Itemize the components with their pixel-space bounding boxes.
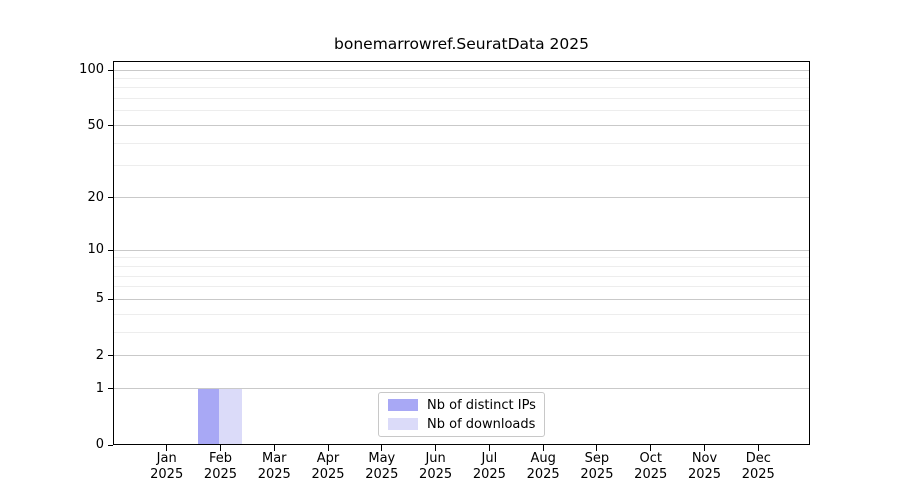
- gridline-major: [113, 69, 810, 71]
- gridline-major: [113, 298, 810, 300]
- x-tick-label: Feb 2025: [203, 451, 238, 482]
- legend-item-downloads: Nb of downloads: [388, 417, 535, 432]
- x-tick-mark: [488, 445, 490, 451]
- bar-nb-of-distinct-ips: [197, 388, 220, 445]
- gridline-major: [113, 125, 810, 127]
- y-tick-mark: [108, 197, 113, 199]
- y-tick-label: 0: [95, 437, 104, 452]
- y-tick-label: 10: [87, 242, 104, 258]
- x-tick-mark: [650, 445, 652, 451]
- gridline-minor: [113, 265, 810, 267]
- x-tick-mark: [219, 445, 221, 451]
- x-tick-mark: [704, 445, 705, 451]
- gridline-minor: [113, 98, 810, 100]
- x-tick-mark: [542, 445, 544, 451]
- x-tick-label: Jun 2025: [419, 451, 453, 482]
- legend-swatch-distinct-ips: [388, 399, 418, 411]
- x-tick-label: Mar 2025: [257, 451, 291, 482]
- x-tick-label: Apr 2025: [311, 451, 345, 482]
- y-tick-label: 5: [95, 291, 104, 307]
- legend-label-downloads: Nb of downloads: [427, 416, 536, 432]
- gridline-minor: [113, 286, 810, 288]
- y-tick-mark: [108, 298, 113, 300]
- x-tick-label: Oct 2025: [634, 451, 668, 482]
- x-tick-label: Aug 2025: [526, 451, 560, 482]
- gridline-major: [113, 249, 810, 251]
- x-tick-mark: [596, 445, 598, 451]
- y-tick-label: 1: [95, 380, 104, 396]
- x-tick-label: Sep 2025: [580, 451, 614, 482]
- y-tick-label: 100: [79, 62, 104, 77]
- gridline-minor: [113, 110, 810, 112]
- y-tick-label: 2: [95, 347, 104, 363]
- gridline-major: [113, 388, 810, 390]
- y-tick-mark: [108, 444, 113, 446]
- x-tick-label: Jan 2025: [150, 451, 184, 482]
- legend: Nb of distinct IPs Nb of downloads: [378, 392, 545, 437]
- gridline-minor: [113, 275, 810, 277]
- chart-title: bonemarrowref.SeuratData 2025: [334, 35, 589, 53]
- x-tick-mark: [757, 445, 759, 451]
- y-tick-mark: [108, 125, 113, 127]
- x-tick-mark: [273, 445, 275, 451]
- y-tick-label: 50: [87, 117, 104, 133]
- y-tick-label: 20: [87, 189, 104, 205]
- legend-swatch-downloads: [388, 418, 418, 430]
- gridline-minor: [113, 313, 810, 315]
- x-tick-label: May 2025: [365, 451, 399, 482]
- y-tick-mark: [108, 388, 113, 390]
- y-tick-mark: [108, 69, 113, 71]
- x-tick-mark: [166, 445, 168, 451]
- legend-item-distinct-ips: Nb of distinct IPs: [388, 397, 536, 413]
- x-tick-label: Dec 2025: [741, 451, 775, 482]
- gridline-minor: [113, 165, 810, 167]
- x-tick-mark: [435, 445, 437, 451]
- legend-label-distinct-ips: Nb of distinct IPs: [427, 397, 536, 413]
- bar-nb-of-downloads: [219, 388, 242, 445]
- x-tick-mark: [327, 445, 329, 451]
- gridline-major: [113, 197, 810, 199]
- gridline-minor: [113, 77, 810, 79]
- x-tick-label: Nov 2025: [687, 451, 722, 482]
- gridline-minor: [113, 331, 810, 333]
- y-tick-mark: [108, 249, 113, 251]
- plot-area: [113, 61, 810, 445]
- y-tick-mark: [108, 355, 113, 357]
- x-tick-label: Jul 2025: [472, 451, 506, 482]
- gridline-minor: [113, 142, 810, 144]
- gridline-minor: [113, 257, 810, 259]
- gridline-minor: [113, 87, 810, 89]
- x-tick-mark: [381, 445, 383, 451]
- gridline-major: [113, 355, 810, 357]
